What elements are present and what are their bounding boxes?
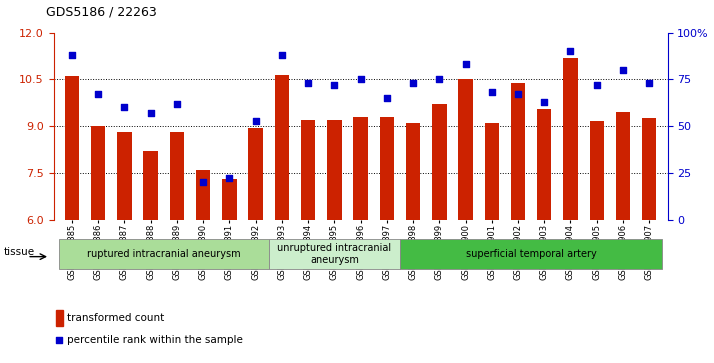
Point [328,82,340,88]
Bar [432,104,446,220]
Point [618,67,629,73]
Point [92,91,104,97]
Point [460,62,471,68]
Point [355,77,366,82]
Point [66,52,78,58]
Bar [268,240,400,269]
Bar [353,117,368,220]
Bar [590,122,604,220]
Point [381,95,393,101]
Point [513,91,524,97]
Bar [380,117,394,220]
Bar [170,132,184,220]
Bar [222,179,236,220]
Bar [91,126,106,220]
Point [643,80,655,86]
Point [197,179,208,185]
Point [433,77,445,82]
Bar [144,151,158,220]
Bar [563,58,578,220]
Point [54,338,65,343]
Bar [196,170,211,220]
Bar [275,75,289,220]
Text: tissue: tissue [4,248,35,257]
Text: ruptured intracranial aneurysm: ruptured intracranial aneurysm [87,249,241,259]
Bar [458,79,473,220]
Point [538,99,550,105]
Point [171,101,183,107]
Bar [117,132,131,220]
Text: transformed count: transformed count [67,313,164,323]
Bar [301,120,316,220]
Bar [56,310,64,326]
Bar [615,112,630,220]
Bar [485,123,499,220]
Bar [248,128,263,220]
Point [302,80,313,86]
Bar [537,109,551,220]
Point [486,90,498,95]
Point [408,80,419,86]
Text: GDS5186 / 22263: GDS5186 / 22263 [46,5,157,18]
Point [276,52,288,58]
Bar [511,82,526,220]
Point [145,110,156,116]
Bar [400,240,663,269]
Bar [406,123,421,220]
Bar [327,120,341,220]
Text: unruptured intracranial
aneurysm: unruptured intracranial aneurysm [277,243,391,265]
Point [250,118,261,123]
Bar [65,76,79,220]
Point [223,176,235,182]
Text: superficial temporal artery: superficial temporal artery [466,249,596,259]
Point [119,105,130,110]
Point [591,82,603,88]
Bar [59,240,268,269]
Point [565,49,576,54]
Text: percentile rank within the sample: percentile rank within the sample [67,335,243,345]
Bar [642,118,656,220]
